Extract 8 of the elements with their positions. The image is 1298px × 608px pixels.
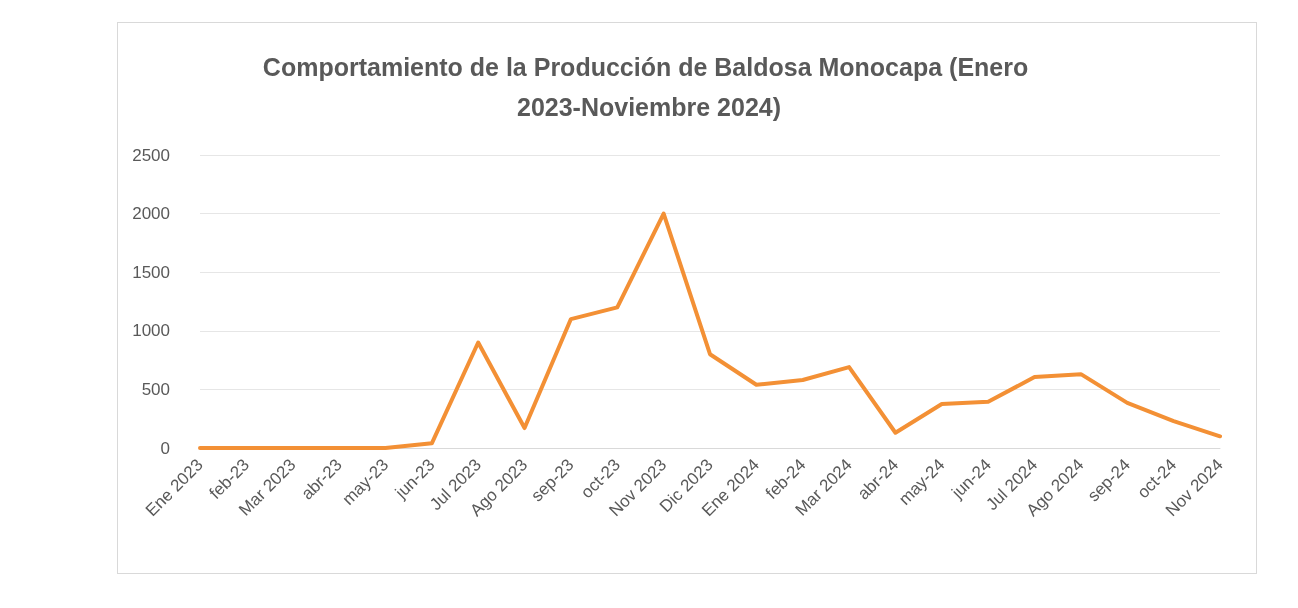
line-series	[198, 211, 1222, 450]
y-tick-label: 2000	[132, 204, 170, 224]
chart-title: Comportamiento de la Producción de Baldosa Monocapa (Enero 2023-Noviembre 2024)	[262, 53, 1036, 121]
y-tick-label: 2500	[132, 145, 170, 165]
y-tick-label: 0	[160, 438, 170, 458]
y-tick-label: 1500	[132, 262, 170, 282]
y-tick-label: 500	[141, 379, 170, 399]
y-tick-label: 1000	[132, 321, 170, 341]
